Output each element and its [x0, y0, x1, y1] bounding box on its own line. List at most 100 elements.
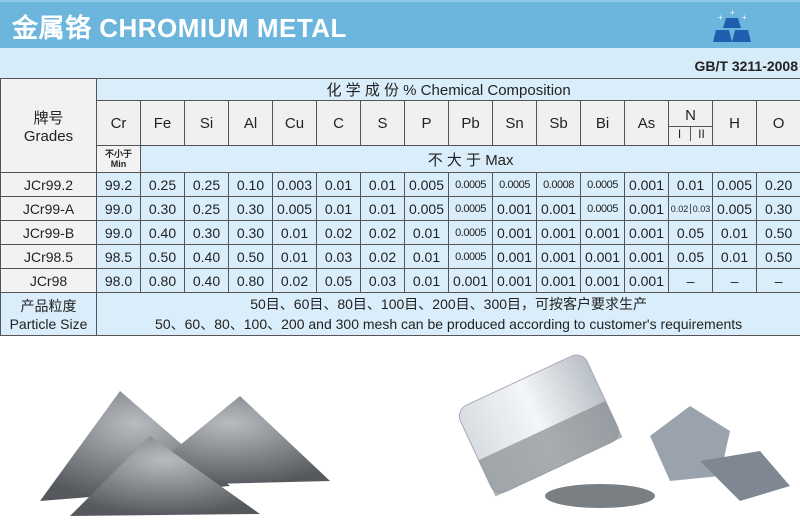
- grade-cell: JCr99-B: [1, 221, 97, 245]
- value-n2: 0.03: [691, 204, 712, 214]
- page-title: 金属铬 CHROMIUM METAL: [12, 8, 347, 45]
- value-cell: 0.001: [449, 269, 493, 293]
- standard-band: GB/T 3211-2008: [0, 48, 800, 78]
- value-cell: 0.80: [141, 269, 185, 293]
- value-cell: 0.005: [713, 197, 757, 221]
- title-banner: 金属铬 CHROMIUM METAL + + +: [0, 0, 800, 48]
- value-cell: 0.0005: [449, 245, 493, 269]
- value-cell: 0.30: [185, 221, 229, 245]
- svg-text:+: +: [730, 8, 735, 17]
- value-cell: 0.001: [537, 269, 581, 293]
- element-header-s: S: [361, 101, 405, 146]
- value-cell: 0.40: [141, 221, 185, 245]
- value-cell: 0.03: [361, 269, 405, 293]
- value-cell: 0.30: [757, 197, 800, 221]
- value-cell: 0.01: [273, 245, 317, 269]
- value-cell: 0.30: [229, 221, 273, 245]
- value-cell: 0.20: [757, 173, 800, 197]
- grade-cell: JCr98.5: [1, 245, 97, 269]
- value-cell: 0.25: [185, 173, 229, 197]
- grades-header-cn: 牌号: [1, 107, 96, 128]
- element-header-sn: Sn: [493, 101, 537, 146]
- value-cell: 0.01: [361, 173, 405, 197]
- element-header-sb: Sb: [537, 101, 581, 146]
- element-header-si: Si: [185, 101, 229, 146]
- value-cell: 0.001: [537, 245, 581, 269]
- value-cell: 0.001: [581, 269, 625, 293]
- element-header-o: O: [757, 101, 800, 146]
- element-n-label: N: [669, 105, 712, 127]
- grade-cell: JCr98: [1, 269, 97, 293]
- value-cell: 0.02: [361, 245, 405, 269]
- value-cell: 0.0005: [449, 221, 493, 245]
- value-cell: 0.40: [185, 245, 229, 269]
- value-cell: 0.0005: [581, 173, 625, 197]
- value-cell: 0.001: [493, 197, 537, 221]
- n-sub-1: I: [669, 127, 691, 141]
- product-photos: [0, 336, 800, 525]
- element-header-cu: Cu: [273, 101, 317, 146]
- particle-text-cn: 50目、60目、80目、100目、200目、300目，可按客户要求生产: [97, 294, 800, 314]
- value-cell: 0.01: [361, 197, 405, 221]
- value-cell: 0.0005: [493, 173, 537, 197]
- metal-ingots-icon: + + +: [712, 8, 752, 44]
- value-cell: 0.001: [625, 269, 669, 293]
- grade-cell: JCr99-A: [1, 197, 97, 221]
- value-cell: 0.01: [405, 221, 449, 245]
- value-cell: 0.10: [229, 173, 273, 197]
- element-header-h: H: [713, 101, 757, 146]
- value-cell: 98.5: [97, 245, 141, 269]
- value-cell: 0.01: [713, 221, 757, 245]
- value-cell: 99.2: [97, 173, 141, 197]
- value-cell: 0.40: [185, 269, 229, 293]
- value-cell: 0.005: [405, 197, 449, 221]
- value-cell: 0.001: [537, 221, 581, 245]
- particle-label-cn: 产品粒度: [1, 296, 96, 316]
- element-header-pb: Pb: [449, 101, 493, 146]
- value-cell: 0.0005: [449, 197, 493, 221]
- svg-text:+: +: [742, 13, 747, 22]
- svg-text:+: +: [718, 13, 723, 22]
- element-header-cr: Cr: [97, 101, 141, 146]
- value-cell: 0.001: [625, 197, 669, 221]
- value-cell: 0.001: [493, 221, 537, 245]
- value-cell: 0.50: [141, 245, 185, 269]
- n-sub-2: II: [691, 127, 712, 141]
- value-cell: 0.01: [317, 173, 361, 197]
- composition-header: 化 学 成 份 % Chemical Composition: [97, 79, 800, 101]
- value-cell: –: [713, 269, 757, 293]
- value-cell: 0.01: [713, 245, 757, 269]
- value-cell: 0.80: [229, 269, 273, 293]
- value-cell: 0.50: [757, 221, 800, 245]
- value-cell: 0.001: [625, 245, 669, 269]
- value-cell: 0.02: [273, 269, 317, 293]
- element-header-al: Al: [229, 101, 273, 146]
- value-cell: 0.01: [273, 221, 317, 245]
- value-cell: 0.02: [317, 221, 361, 245]
- value-cell: 0.25: [141, 173, 185, 197]
- value-cell: 0.01: [669, 173, 713, 197]
- value-cell: 0.03: [317, 245, 361, 269]
- value-cell: –: [757, 269, 800, 293]
- value-cell: 0.001: [493, 245, 537, 269]
- value-cell: 0.30: [141, 197, 185, 221]
- value-cell: 0.0008: [537, 173, 581, 197]
- element-header-p: P: [405, 101, 449, 146]
- value-cell: 0.01: [317, 197, 361, 221]
- value-cell: 0.05: [669, 221, 713, 245]
- value-cell: 0.005: [405, 173, 449, 197]
- grades-header-en: Grades: [1, 128, 96, 145]
- value-cell: 0.05: [669, 245, 713, 269]
- value-cell: 0.0005: [581, 197, 625, 221]
